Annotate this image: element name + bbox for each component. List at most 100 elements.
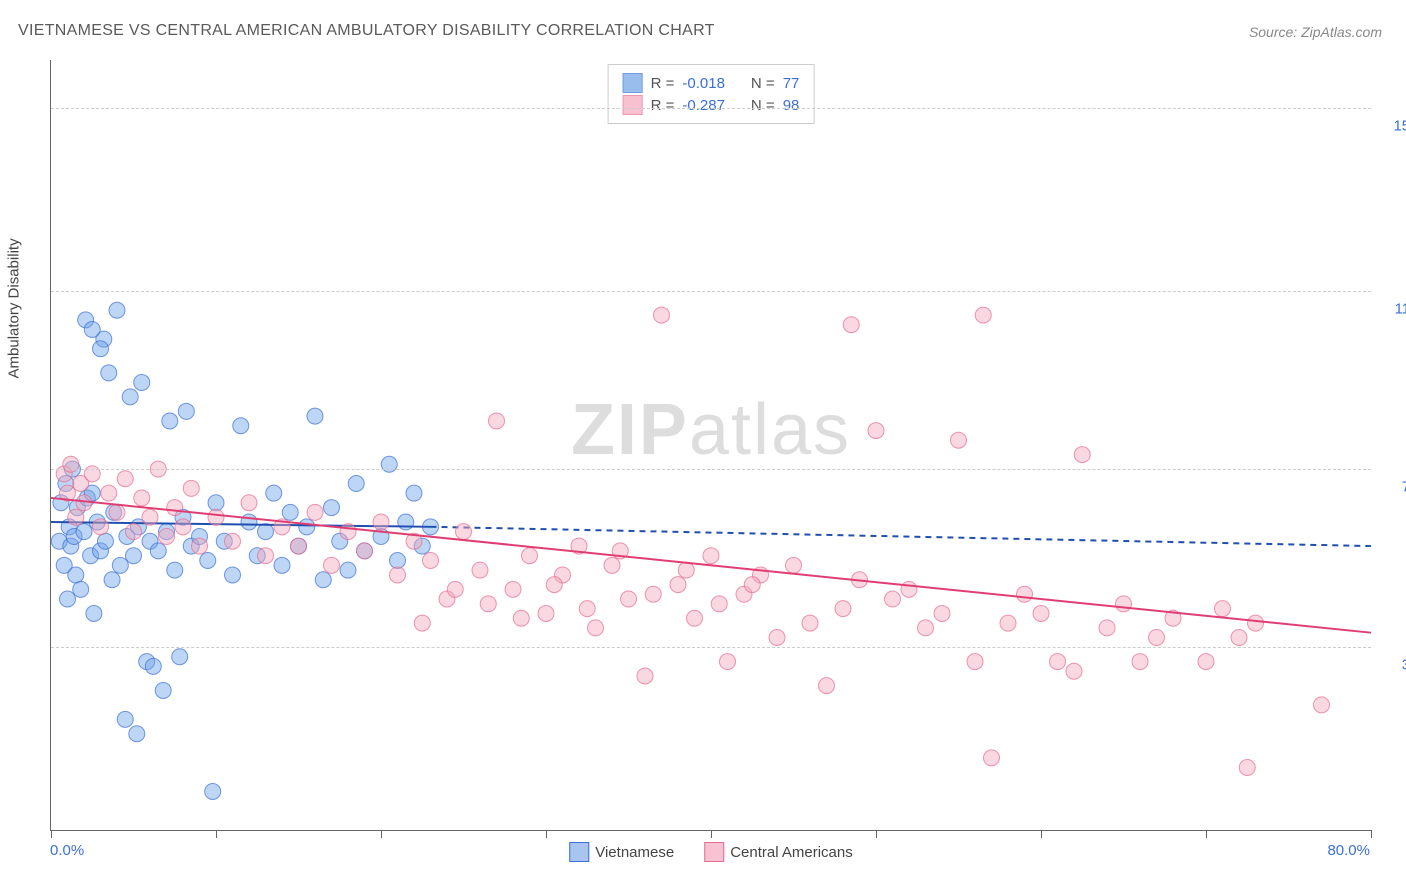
data-point: [258, 524, 274, 540]
y-axis-label: Ambulatory Disability: [6, 238, 23, 378]
data-point: [150, 543, 166, 559]
data-point: [225, 567, 241, 583]
correlation-legend: R = -0.018N = 77R = -0.287N = 98: [608, 64, 815, 124]
data-point: [307, 504, 323, 520]
data-point: [1198, 654, 1214, 670]
data-point: [274, 557, 290, 573]
data-point: [1033, 605, 1049, 621]
x-axis-min-label: 0.0%: [50, 842, 84, 859]
data-point: [172, 649, 188, 665]
data-point: [192, 538, 208, 554]
data-point: [447, 581, 463, 597]
data-point: [390, 553, 406, 569]
data-point: [546, 577, 562, 593]
data-point: [183, 480, 199, 496]
legend-item: Vietnamese: [569, 842, 674, 862]
data-point: [324, 557, 340, 573]
data-point: [86, 605, 102, 621]
n-value: 98: [783, 97, 800, 114]
legend-label: Vietnamese: [595, 844, 674, 861]
data-point: [175, 519, 191, 535]
data-point: [621, 591, 637, 607]
data-point: [134, 374, 150, 390]
data-point: [109, 504, 125, 520]
data-point: [348, 476, 364, 492]
data-point: [901, 581, 917, 597]
legend-swatch: [623, 73, 643, 93]
data-point: [951, 432, 967, 448]
data-point: [918, 620, 934, 636]
data-point: [406, 485, 422, 501]
x-tick: [1041, 830, 1042, 838]
data-point: [167, 562, 183, 578]
data-point: [315, 572, 331, 588]
scatter-svg: [51, 60, 1371, 830]
data-point: [129, 726, 145, 742]
trend-line: [51, 498, 1371, 633]
data-point: [604, 557, 620, 573]
data-point: [101, 365, 117, 381]
data-point: [984, 750, 1000, 766]
data-point: [208, 509, 224, 525]
data-point: [720, 654, 736, 670]
r-value: -0.018: [682, 75, 725, 92]
gridline: [51, 469, 1371, 470]
data-point: [1017, 586, 1033, 602]
data-point: [155, 682, 171, 698]
data-point: [1116, 596, 1132, 612]
data-point: [480, 596, 496, 612]
y-tick-label: 3.8%: [1381, 657, 1406, 674]
data-point: [456, 524, 472, 540]
data-point: [142, 509, 158, 525]
data-point: [76, 524, 92, 540]
data-point: [1066, 663, 1082, 679]
data-point: [340, 524, 356, 540]
data-point: [670, 577, 686, 593]
data-point: [93, 519, 109, 535]
n-label: N =: [751, 75, 775, 92]
data-point: [60, 591, 76, 607]
x-axis-max-label: 80.0%: [1327, 842, 1370, 859]
data-point: [390, 567, 406, 583]
data-point: [200, 553, 216, 569]
data-point: [819, 678, 835, 694]
data-point: [233, 418, 249, 434]
data-point: [414, 615, 430, 631]
data-point: [324, 500, 340, 516]
data-point: [711, 596, 727, 612]
data-point: [68, 509, 84, 525]
data-point: [373, 514, 389, 530]
data-point: [93, 341, 109, 357]
x-tick: [381, 830, 382, 838]
chart-plot-area: ZIPatlas R = -0.018N = 77R = -0.287N = 9…: [50, 60, 1371, 831]
n-value: 77: [783, 75, 800, 92]
data-point: [868, 423, 884, 439]
data-point: [934, 605, 950, 621]
data-point: [398, 514, 414, 530]
data-point: [97, 533, 113, 549]
data-point: [73, 581, 89, 597]
data-point: [1074, 447, 1090, 463]
x-tick: [876, 830, 877, 838]
data-point: [162, 413, 178, 429]
data-point: [299, 519, 315, 535]
data-point: [1132, 654, 1148, 670]
data-point: [266, 485, 282, 501]
data-point: [225, 533, 241, 549]
legend-swatch: [704, 842, 724, 862]
data-point: [1050, 654, 1066, 670]
r-label: R =: [651, 97, 675, 114]
data-point: [307, 408, 323, 424]
data-point: [205, 784, 221, 800]
data-point: [744, 577, 760, 593]
data-point: [112, 557, 128, 573]
data-point: [885, 591, 901, 607]
data-point: [1314, 697, 1330, 713]
legend-item: Central Americans: [704, 842, 853, 862]
x-tick: [216, 830, 217, 838]
data-point: [538, 605, 554, 621]
data-point: [104, 572, 120, 588]
r-value: -0.287: [682, 97, 725, 114]
data-point: [1239, 759, 1255, 775]
legend-swatch: [623, 95, 643, 115]
